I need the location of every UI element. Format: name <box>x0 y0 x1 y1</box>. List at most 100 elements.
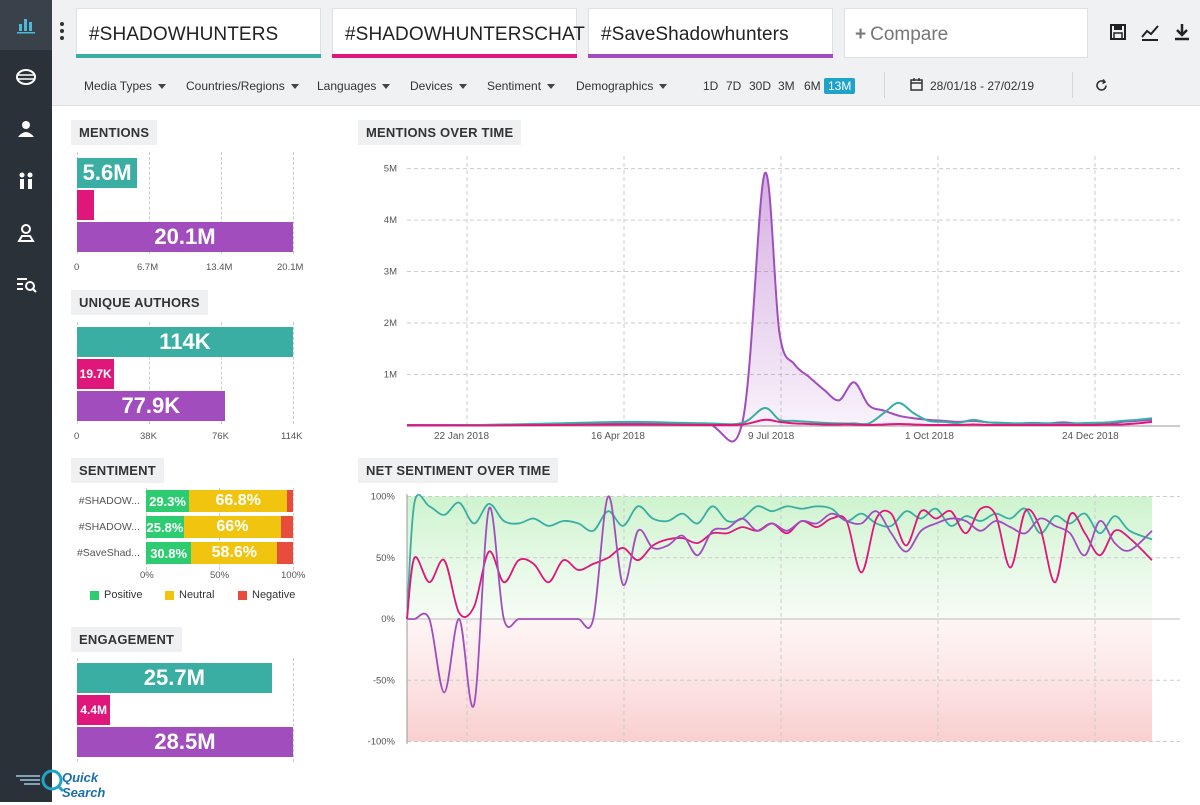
legend-label: Negative <box>252 589 296 601</box>
sentiment-positive-segment[interactable]: 29.3% <box>146 490 190 512</box>
filter-devices[interactable]: Devices <box>410 79 467 93</box>
grid-line <box>293 658 294 762</box>
sentiment-negative-segment[interactable] <box>287 490 293 512</box>
authors-bar-saveshadowhunters[interactable]: 77.9K <box>77 391 225 421</box>
legend-swatch <box>165 590 174 600</box>
term-color-bar <box>588 54 833 58</box>
x-tick-label: 1 Oct 2018 <box>905 431 954 442</box>
filter-media-types[interactable]: Media Types <box>84 79 166 93</box>
period-1d[interactable]: 1D <box>703 79 719 93</box>
sentiment-row-label: #SHADOW... <box>78 495 140 507</box>
engagement-bar-shadowhunters[interactable]: 25.7M <box>77 663 272 693</box>
location-user-icon[interactable] <box>0 208 52 258</box>
divider <box>1072 72 1073 98</box>
section-title-net-sentiment: NET SENTIMENT OVER TIME <box>358 458 559 483</box>
people-icon[interactable] <box>0 156 52 206</box>
grid-line <box>221 322 222 424</box>
sentiment-neutral-segment[interactable]: 58.6% <box>191 542 278 564</box>
y-tick-label: 3M <box>384 267 397 278</box>
authors-bar-shadowhunters[interactable]: 114K <box>77 327 293 357</box>
period-3m[interactable]: 3M <box>778 79 795 93</box>
legend-positive[interactable]: Positive <box>90 589 143 601</box>
filter-languages[interactable]: Languages <box>317 79 390 93</box>
section-title-unique-authors: UNIQUE AUTHORS <box>71 290 208 315</box>
date-range[interactable]: 28/01/18 - 27/02/19 <box>930 79 1035 93</box>
y-tick-label: 50% <box>376 553 396 564</box>
section-title-engagement: ENGAGEMENT <box>71 627 183 652</box>
legend-label: Positive <box>104 589 143 601</box>
y-tick-label: 4M <box>384 215 397 226</box>
y-tick-label: 1M <box>384 370 397 381</box>
period-30d[interactable]: 30D <box>749 79 772 93</box>
compare-button[interactable]: + Compare <box>844 8 1088 58</box>
sentiment-neutral-segment[interactable]: 66% <box>183 516 281 538</box>
divider <box>884 72 885 98</box>
compare-label: Compare <box>870 24 949 45</box>
legend-neutral[interactable]: Neutral <box>165 589 214 601</box>
mentions-bar-shadowhunters[interactable]: 5.6M <box>77 158 138 188</box>
y-tick-label: 100% <box>371 492 396 503</box>
save-icon[interactable] <box>1108 22 1128 42</box>
brain-icon[interactable] <box>0 52 52 102</box>
search-term-1[interactable]: #SHADOWHUNTERS <box>76 8 321 58</box>
dashboard-main: MENTIONS 5.6M 20.1M 0 6.7M 13.4M 20.1M U… <box>52 106 1200 802</box>
sentiment-positive-segment[interactable]: 30.8% <box>146 542 192 564</box>
axis-tick: 114K <box>281 431 303 442</box>
series-line-shadowhunterschat[interactable] <box>406 418 1153 427</box>
filter-bar: Media Types Countries/Regions Languages … <box>52 64 1200 106</box>
sidebar <box>0 0 52 802</box>
series-line-saveshadowhunters[interactable] <box>407 495 1153 708</box>
user-icon[interactable] <box>0 104 52 154</box>
search-term-3[interactable]: #SaveShadowhunters <box>588 8 833 58</box>
bar-chart-icon[interactable] <box>0 0 52 50</box>
grid-line <box>293 322 294 424</box>
section-title-mentions-over-time: MENTIONS OVER TIME <box>358 120 522 145</box>
filter-demographics[interactable]: Demographics <box>576 79 667 93</box>
y-tick-label: 5M <box>384 164 397 175</box>
list-search-icon[interactable] <box>0 260 52 310</box>
period-6m[interactable]: 6M <box>804 79 821 93</box>
x-tick-label: 22 Jan 2018 <box>434 431 489 442</box>
sentiment-negative-segment[interactable] <box>277 542 293 564</box>
axis-tick: 100% <box>281 570 306 581</box>
mentions-over-time-chart: 1M 2M 3M 4M 5M 22 Jan 2018 16 Apr 2018 9 Jul 20… <box>384 156 1180 443</box>
sentiment-positive-segment[interactable]: 25.8% <box>146 516 184 538</box>
grid-line <box>149 152 150 254</box>
section-title-sentiment: SENTIMENT <box>71 458 164 483</box>
trend-icon[interactable] <box>1140 22 1160 42</box>
legend-negative[interactable]: Negative <box>238 589 295 601</box>
engagement-bar-saveshadowhunters[interactable]: 28.5M <box>77 727 293 757</box>
axis-tick: 0 <box>74 262 80 273</box>
mentions-bar-saveshadowhunters[interactable]: 20.1M <box>77 222 293 252</box>
net-sentiment-chart: 100% 50% 0% -50% -100% <box>368 492 1180 748</box>
filter-countries[interactable]: Countries/Regions <box>186 79 299 93</box>
axis-tick: 50% <box>210 570 230 581</box>
filter-sentiment[interactable]: Sentiment <box>487 79 555 93</box>
series-line-shadowhunters[interactable] <box>406 494 1153 620</box>
section-title-mentions: MENTIONS <box>71 120 158 145</box>
engagement-bar-shadowhunterschat[interactable]: 4.4M <box>77 695 111 725</box>
download-icon[interactable] <box>1172 22 1192 42</box>
search-term-label: #SaveShadowhunters <box>601 24 789 45</box>
x-tick-label: 16 Apr 2018 <box>591 431 645 442</box>
period-13m[interactable]: 13M <box>824 78 856 94</box>
refresh-icon[interactable] <box>1095 79 1108 92</box>
authors-bar-shadowhunterschat[interactable]: 19.7K <box>77 359 115 389</box>
mentions-bar-shadowhunterschat[interactable] <box>77 190 95 220</box>
legend-swatch <box>238 590 247 600</box>
axis-tick: 13.4M <box>206 262 233 273</box>
sentiment-neutral-segment[interactable]: 66.8% <box>189 490 288 512</box>
axis-tick: 0% <box>140 570 154 581</box>
term-color-bar <box>76 54 321 58</box>
sentiment-negative-segment[interactable] <box>280 516 293 538</box>
period-7d[interactable]: 7D <box>726 79 742 93</box>
legend-label: Neutral <box>179 589 215 601</box>
grid-line <box>293 152 294 254</box>
search-term-2[interactable]: #SHADOWHUNTERSCHAT <box>332 8 585 58</box>
y-tick-label: -100% <box>368 737 396 748</box>
series-line-shadowhunters[interactable] <box>406 401 1153 427</box>
more-options-icon[interactable] <box>58 22 66 44</box>
x-tick-label: 9 Jul 2018 <box>748 431 795 442</box>
y-tick-label: -50% <box>373 675 396 686</box>
sentiment-row-label: #SHADOW... <box>78 521 140 533</box>
